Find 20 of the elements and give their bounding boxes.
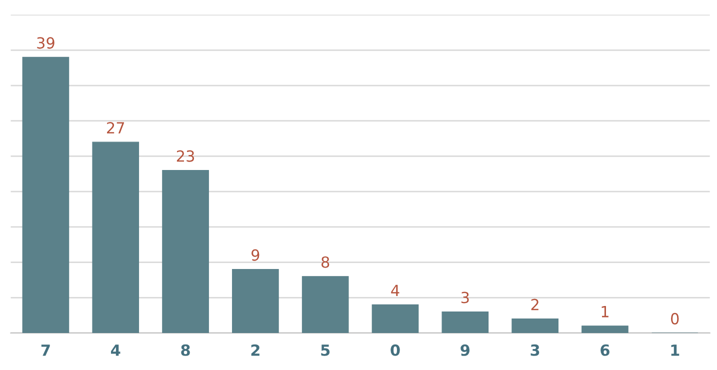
x-tick-label: 6	[600, 344, 610, 356]
x-tick-label: 8	[181, 344, 190, 356]
data-label: 23	[176, 150, 194, 162]
data-label: 3	[461, 292, 469, 304]
x-tick-label: 4	[110, 344, 120, 356]
x-tick-label: 3	[530, 344, 540, 356]
data-label: 0	[671, 312, 679, 324]
data-label: 27	[107, 122, 124, 134]
x-tick-label: 7	[41, 344, 50, 356]
data-label: 39	[37, 37, 54, 49]
x-tick-label: 0	[390, 344, 400, 356]
x-tick-label: 5	[321, 344, 330, 356]
data-label: 4	[391, 284, 400, 296]
data-label: 2	[531, 298, 538, 310]
x-tick-label: 9	[460, 344, 470, 356]
data-label: 9	[252, 249, 260, 261]
x-tick-label: 1	[671, 344, 680, 356]
data-label: 1	[602, 306, 608, 318]
data-label: 8	[322, 256, 330, 268]
x-tick-label: 2	[251, 344, 260, 356]
